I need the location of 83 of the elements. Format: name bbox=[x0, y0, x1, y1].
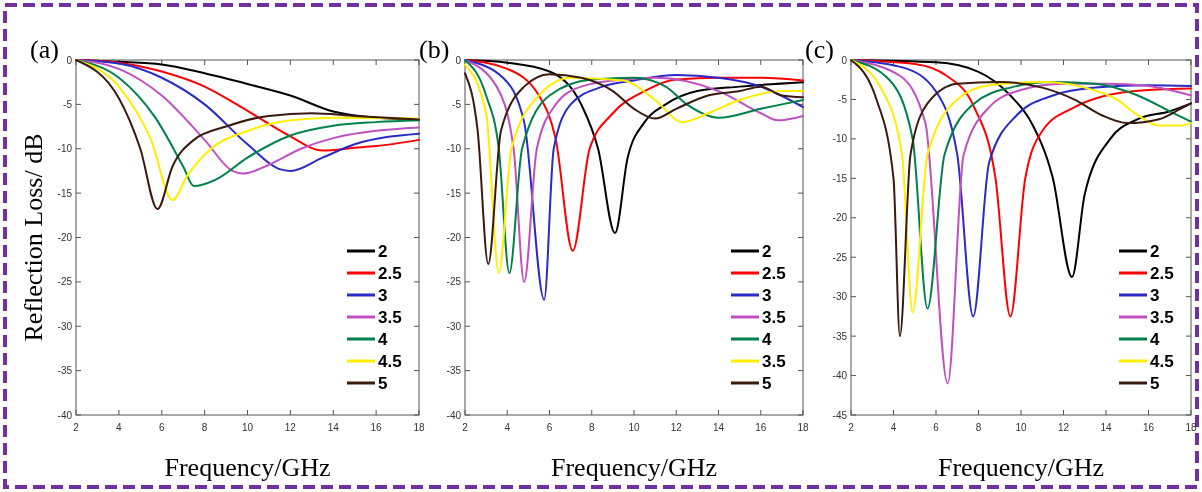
legend-label: 2 bbox=[378, 242, 388, 261]
x-tick-label: 16 bbox=[1142, 422, 1155, 433]
legend-label: 4.5 bbox=[378, 352, 402, 371]
chart-title: (b) bbox=[419, 35, 450, 64]
y-tick-label: -30 bbox=[832, 291, 848, 303]
y-tick-label: -35 bbox=[446, 365, 462, 377]
y-tick-label: -35 bbox=[832, 330, 848, 342]
x-tick-label: 12 bbox=[284, 422, 297, 433]
x-axis-title: Frequency/GHz bbox=[937, 453, 1105, 482]
x-tick-label: 14 bbox=[327, 422, 340, 433]
legend-label: 2.5 bbox=[762, 264, 786, 283]
y-tick-label: -15 bbox=[832, 172, 848, 184]
legend-label: 2 bbox=[1150, 242, 1160, 261]
legend-label: 3.5 bbox=[762, 352, 786, 371]
legend-label: 3 bbox=[378, 286, 388, 305]
y-tick-label: -40 bbox=[832, 370, 848, 382]
x-tick-label: 4 bbox=[116, 422, 123, 433]
legend-label: 5 bbox=[378, 374, 388, 393]
x-tick-label: 6 bbox=[546, 422, 553, 433]
y-axis-title: Reflection Loss/ dB bbox=[19, 133, 48, 342]
y-tick-label: 0 bbox=[841, 54, 848, 66]
legend-label: 4 bbox=[762, 330, 772, 349]
x-tick-label: 14 bbox=[1100, 422, 1112, 433]
y-tick-label: -10 bbox=[57, 143, 73, 155]
y-tick-label: -40 bbox=[57, 409, 73, 421]
x-tick-label: 10 bbox=[241, 422, 254, 433]
legend-label: 4.5 bbox=[1150, 352, 1174, 371]
y-tick-label: -25 bbox=[57, 276, 73, 288]
y-tick-label: -20 bbox=[832, 212, 848, 224]
legend-label: 2.5 bbox=[378, 264, 402, 283]
y-tick-label: -35 bbox=[57, 365, 73, 377]
y-tick-label: -30 bbox=[57, 320, 73, 332]
y-tick-label: 0 bbox=[66, 54, 73, 66]
x-tick-label: 14 bbox=[712, 422, 725, 433]
y-tick-label: 0 bbox=[455, 54, 462, 66]
x-tick-label: 8 bbox=[201, 422, 208, 433]
x-tick-label: 8 bbox=[975, 422, 982, 433]
y-tick-label: -5 bbox=[838, 93, 848, 105]
x-tick-label: 8 bbox=[588, 422, 595, 433]
legend-label: 3 bbox=[1150, 286, 1160, 305]
x-tick-label: 6 bbox=[158, 422, 165, 433]
y-tick-label: -20 bbox=[446, 232, 462, 243]
x-tick-label: 18 bbox=[797, 422, 809, 433]
legend-label: 3.5 bbox=[1150, 308, 1174, 327]
x-tick-label: 10 bbox=[628, 422, 640, 433]
x-tick-label: 12 bbox=[1057, 422, 1070, 433]
legend-label: 4 bbox=[378, 330, 388, 349]
x-tick-label: 18 bbox=[413, 422, 425, 433]
legend-label: 5 bbox=[762, 374, 772, 393]
x-tick-label: 16 bbox=[370, 422, 383, 433]
y-tick-label: -25 bbox=[832, 251, 848, 263]
x-tick-label: 2 bbox=[848, 422, 855, 433]
y-tick-label: -45 bbox=[832, 409, 848, 421]
chart-title: (a) bbox=[30, 35, 59, 64]
x-tick-label: 6 bbox=[933, 422, 940, 433]
x-axis-title: Frequency/GHz bbox=[550, 453, 718, 482]
y-tick-label: -30 bbox=[446, 320, 462, 332]
y-tick-label: -40 bbox=[446, 409, 462, 421]
x-tick-label: 18 bbox=[1185, 422, 1197, 433]
x-tick-label: 4 bbox=[504, 422, 511, 433]
y-tick-label: -25 bbox=[446, 276, 462, 288]
y-tick-label: -20 bbox=[57, 232, 73, 243]
y-tick-label: -5 bbox=[63, 98, 73, 110]
x-axis-title: Frequency/GHz bbox=[164, 453, 331, 482]
x-tick-label: 2 bbox=[462, 422, 469, 433]
legend-label: 3 bbox=[762, 286, 772, 305]
y-tick-label: -5 bbox=[452, 98, 462, 110]
y-tick-label: -10 bbox=[832, 133, 848, 145]
x-tick-label: 12 bbox=[670, 422, 683, 433]
y-tick-label: -15 bbox=[57, 187, 73, 199]
y-tick-label: -15 bbox=[446, 187, 462, 199]
x-tick-label: 2 bbox=[73, 422, 80, 433]
legend-label: 2 bbox=[762, 242, 772, 261]
x-tick-label: 4 bbox=[890, 422, 897, 433]
legend-label: 3.5 bbox=[762, 308, 786, 327]
legend-label: 4 bbox=[1150, 330, 1160, 349]
x-tick-label: 10 bbox=[1015, 422, 1027, 433]
legend-label: 5 bbox=[1150, 374, 1160, 393]
y-tick-label: -10 bbox=[446, 143, 462, 155]
legend-label: 3.5 bbox=[378, 308, 402, 327]
legend-label: 2.5 bbox=[1150, 264, 1174, 283]
x-tick-label: 16 bbox=[755, 422, 767, 433]
chart-title: (c) bbox=[805, 35, 834, 64]
